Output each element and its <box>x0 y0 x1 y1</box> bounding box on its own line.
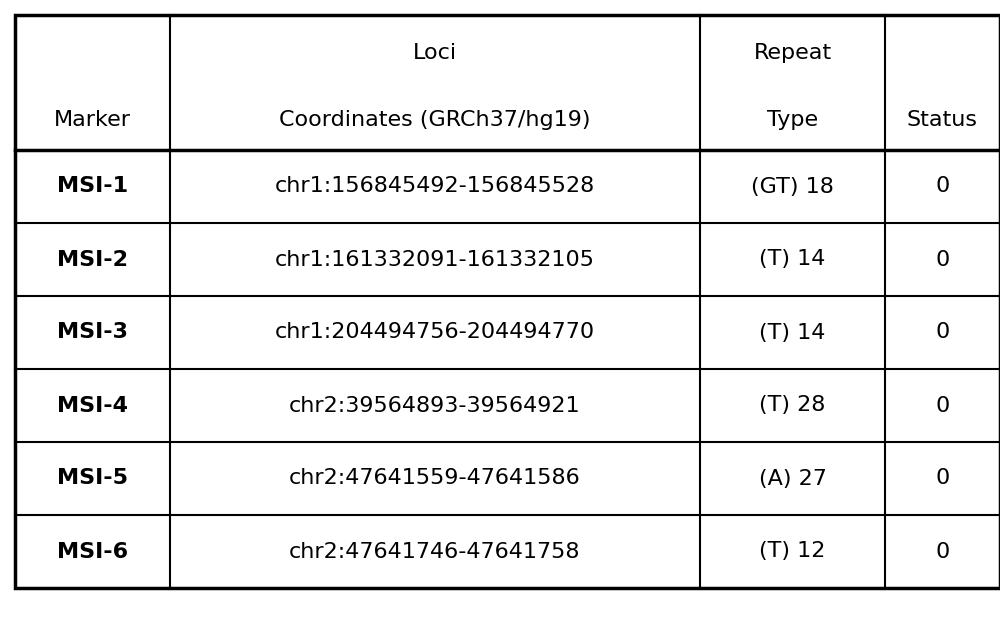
Text: chr2:39564893-39564921: chr2:39564893-39564921 <box>289 395 581 415</box>
Text: Type: Type <box>767 110 818 130</box>
Text: Marker: Marker <box>54 110 131 130</box>
Text: (GT) 18: (GT) 18 <box>751 176 834 196</box>
Text: (T) 14: (T) 14 <box>759 249 826 270</box>
Text: Status: Status <box>907 110 978 130</box>
Text: MSI-5: MSI-5 <box>57 468 128 489</box>
Text: MSI-2: MSI-2 <box>57 249 128 270</box>
Text: MSI-6: MSI-6 <box>57 542 128 561</box>
Text: chr1:204494756-204494770: chr1:204494756-204494770 <box>275 323 595 342</box>
Text: chr2:47641746-47641758: chr2:47641746-47641758 <box>289 542 581 561</box>
Text: (A) 27: (A) 27 <box>759 468 826 489</box>
Text: chr1:156845492-156845528: chr1:156845492-156845528 <box>275 176 595 196</box>
Text: MSI-1: MSI-1 <box>57 176 128 196</box>
Text: (T) 12: (T) 12 <box>759 542 826 561</box>
Text: Loci: Loci <box>413 43 457 63</box>
Text: chr2:47641559-47641586: chr2:47641559-47641586 <box>289 468 581 489</box>
Text: 0: 0 <box>935 542 950 561</box>
Text: 0: 0 <box>935 249 950 270</box>
Text: Repeat: Repeat <box>753 43 832 63</box>
Text: chr1:161332091-161332105: chr1:161332091-161332105 <box>275 249 595 270</box>
Text: 0: 0 <box>935 323 950 342</box>
Text: 0: 0 <box>935 176 950 196</box>
Text: 0: 0 <box>935 395 950 415</box>
Text: MSI-4: MSI-4 <box>57 395 128 415</box>
Text: (T) 14: (T) 14 <box>759 323 826 342</box>
Text: MSI-3: MSI-3 <box>57 323 128 342</box>
Text: 0: 0 <box>935 468 950 489</box>
Text: Coordinates (GRCh37/hg19): Coordinates (GRCh37/hg19) <box>279 110 591 130</box>
Text: (T) 28: (T) 28 <box>759 395 826 415</box>
